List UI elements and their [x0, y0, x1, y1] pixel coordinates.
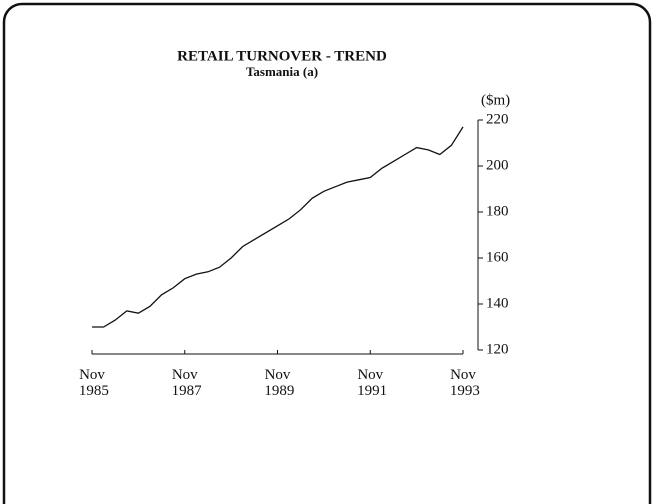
y-tick-label: 120 — [486, 341, 509, 357]
x-tick-label: Nov 1993 — [446, 367, 480, 399]
y-tick-label: 140 — [486, 295, 509, 311]
y-tick-label: 180 — [486, 203, 509, 219]
chart-subtitle: Tasmania (a) — [246, 64, 318, 79]
x-tick-label: Nov 1985 — [75, 367, 109, 399]
x-tick-label: Nov 1987 — [168, 367, 202, 399]
y-axis-label: ($m) — [481, 92, 510, 108]
y-tick-label: 160 — [486, 249, 509, 265]
x-tick-label: Nov 1989 — [261, 367, 295, 399]
y-tick-label: 200 — [486, 157, 509, 173]
line — [92, 126, 464, 328]
y-tick-label: 220 — [486, 111, 509, 127]
chart-title: RETAIL TURNOVER - TREND — [177, 48, 387, 64]
x-tick-label: Nov 1991 — [353, 367, 387, 399]
